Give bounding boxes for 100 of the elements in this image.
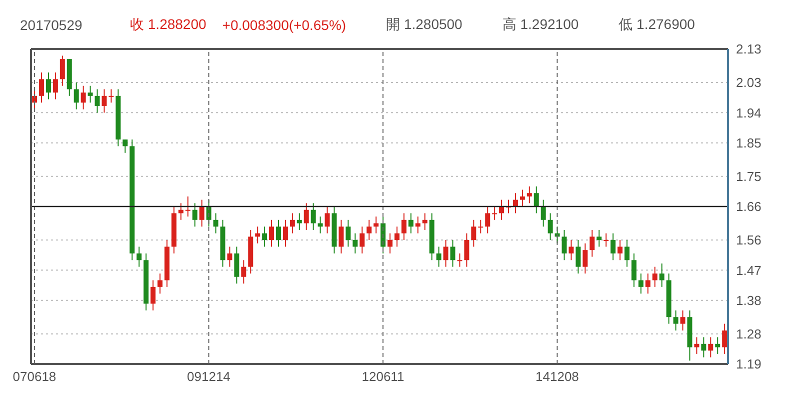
candlestick [310, 202, 316, 230]
candlestick [136, 246, 142, 268]
candlestick [108, 88, 114, 104]
candlestick [492, 206, 498, 220]
candlestick [408, 212, 414, 234]
candlestick [610, 232, 616, 261]
x-tick-label: 091214 [187, 369, 230, 384]
candlestick [262, 226, 268, 248]
candlestick [652, 266, 658, 288]
candlestick [562, 229, 567, 261]
candlestick [52, 72, 58, 100]
candlestick [360, 226, 365, 254]
candlestick [596, 229, 602, 248]
candlestick [39, 72, 44, 104]
y-tick-label: 2.03 [736, 75, 762, 90]
candlestick [150, 280, 156, 311]
y-tick-label: 1.56 [736, 232, 762, 248]
candlestick [457, 252, 462, 268]
y-tick-label: 1.19 [736, 356, 762, 372]
candlestick [324, 206, 330, 234]
candlestick [241, 260, 246, 284]
text: 低 1.276900 [618, 16, 695, 34]
candlestick [436, 246, 442, 268]
candlestick [478, 219, 484, 234]
candlestick [568, 240, 574, 261]
candlestick [192, 202, 198, 228]
candlestick [520, 189, 525, 207]
candlestick [415, 216, 420, 234]
candlestick [499, 199, 504, 220]
candlestick [318, 216, 323, 234]
candlestick [213, 212, 218, 234]
candlestick [388, 232, 393, 254]
candlestick [582, 242, 588, 274]
text: 開 1.280500 [386, 16, 462, 34]
text: 收 1.288200 [130, 16, 206, 34]
candlestick [290, 212, 295, 234]
x-tick-label: 120611 [362, 369, 404, 384]
candlestick [80, 85, 86, 110]
candlestick [540, 199, 546, 228]
candlestick [548, 212, 553, 241]
candlestick [708, 336, 714, 358]
candlestick [722, 323, 728, 354]
y-tick-label: 1.28 [736, 326, 762, 342]
candlestick [60, 55, 65, 86]
y-tick-label: 1.66 [736, 199, 762, 214]
candlestick [46, 72, 51, 100]
candlestick [450, 240, 456, 268]
candlestick [701, 336, 706, 358]
candlestick [512, 192, 518, 214]
candlestick [352, 232, 358, 254]
chart-title: 20170529 [19, 17, 84, 33]
candlestick [199, 199, 204, 228]
y-tick-label: 1.38 [736, 292, 762, 308]
candlestick [102, 88, 107, 114]
candlestick [526, 186, 532, 204]
candlestick [338, 219, 344, 254]
candlestick [346, 219, 351, 248]
candlestick [680, 310, 686, 331]
text: 高 1.292100 [502, 16, 579, 34]
x-tick-label: 141208 [536, 369, 579, 384]
candlestick [276, 219, 281, 248]
candlestick [88, 85, 93, 104]
text: +0.008300(+0.65%) [222, 17, 346, 33]
y-tick-label: 1.47 [736, 262, 762, 278]
y-tick-label: 1.94 [736, 105, 762, 120]
candlestick [694, 336, 700, 354]
candlestick [576, 240, 581, 274]
candlestick [234, 246, 240, 284]
candlestick [471, 219, 476, 248]
candlestick [534, 186, 539, 214]
candlestick [401, 212, 406, 241]
candlestick [366, 219, 372, 241]
candlestick [590, 229, 595, 258]
candlestick [659, 262, 664, 288]
candlestick [631, 252, 636, 288]
candlestick [604, 232, 609, 248]
x-tick-label: 070618 [12, 369, 56, 384]
candlestick [94, 88, 100, 114]
candlestick [715, 336, 720, 354]
candlestick [464, 232, 470, 268]
candlestick [645, 273, 650, 294]
candlestick [178, 202, 184, 220]
candlestick [443, 240, 448, 268]
candlestick [74, 82, 79, 110]
candlestick [282, 219, 288, 248]
candlestick [394, 226, 400, 248]
y-tick-label: 1.75 [736, 168, 762, 184]
candlestick [374, 216, 379, 234]
candlestick [158, 273, 163, 294]
candlestick [422, 212, 428, 230]
y-tick-label: 2.13 [736, 42, 762, 57]
candlestick [618, 240, 623, 261]
y-tick-label: 1.85 [736, 135, 762, 150]
candlestick [673, 310, 678, 331]
candlestick [269, 219, 274, 248]
candlestick [255, 226, 260, 244]
candlestick [304, 202, 309, 230]
candlestick [485, 206, 490, 234]
candlestick [296, 212, 302, 230]
candlestick [227, 246, 232, 268]
